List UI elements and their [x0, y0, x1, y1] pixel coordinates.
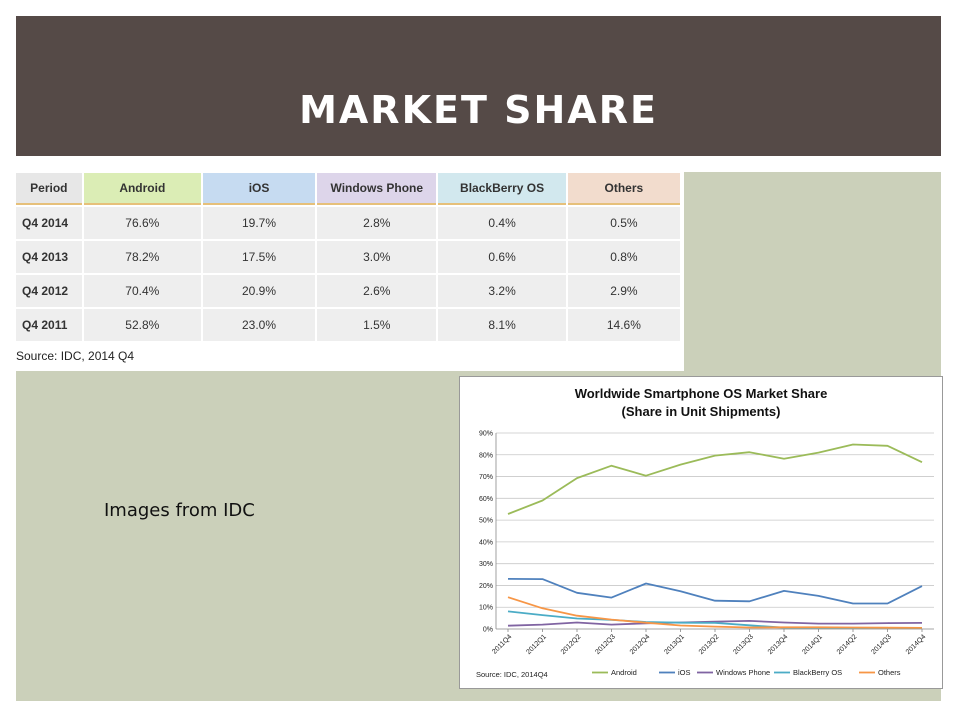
cell-others: 0.5% [567, 207, 680, 239]
header-android: Android [83, 173, 201, 205]
legend-label: Others [878, 668, 901, 677]
cell-blackberry-os: 3.2% [438, 275, 566, 307]
legend-label: Android [611, 668, 637, 677]
y-tick-label: 40% [479, 539, 493, 546]
header-blackberry-os: BlackBerry OS [438, 173, 566, 205]
x-tick-label: 2013Q2 [698, 633, 721, 656]
cell-ios: 20.9% [202, 275, 316, 307]
chart-gridlines [495, 432, 934, 630]
cell-ios: 17.5% [202, 241, 316, 273]
slide-title: MARKET SHARE [299, 88, 658, 132]
y-tick-label: 90% [479, 431, 493, 438]
table-row: Q4 2014 76.6% 19.7% 2.8% 0.4% 0.5% [16, 207, 680, 239]
table-row: Q4 2013 78.2% 17.5% 3.0% 0.6% 0.8% [16, 241, 680, 273]
cell-ios: 23.0% [202, 309, 316, 341]
header-windows-phone: Windows Phone [317, 173, 437, 205]
x-tick-label: 2011Q4 [491, 633, 513, 655]
table-header-row: Period Android iOS Windows Phone BlackBe… [16, 173, 680, 205]
market-share-line-chart: Worldwide Smartphone OS Market Share (Sh… [476, 386, 934, 679]
cell-android: 78.2% [83, 241, 201, 273]
series-line-windows-phone [507, 619, 923, 627]
x-tick-label: 2013Q1 [663, 633, 686, 656]
x-tick-label: 2012Q1 [525, 633, 548, 656]
chart-source: Source: IDC, 2014Q4 [476, 670, 548, 679]
header-ios: iOS [202, 173, 316, 205]
x-tick-label: 2014Q2 [836, 633, 859, 656]
chart-title: Worldwide Smartphone OS Market Share [575, 386, 828, 401]
y-tick-label: 60% [479, 496, 493, 503]
y-tick-label: 30% [479, 561, 493, 568]
table-row: Q4 2012 70.4% 20.9% 2.6% 3.2% 2.9% [16, 275, 680, 307]
cell-blackberry-os: 0.4% [438, 207, 566, 239]
table-row: Q4 2011 52.8% 23.0% 1.5% 8.1% 14.6% [16, 309, 680, 341]
header-period: Period [16, 173, 82, 205]
y-tick-label: 80% [479, 452, 493, 459]
chart-legend: Android iOS Windows Phone BlackBerry OS Othe… [592, 668, 901, 677]
cell-others: 0.8% [567, 241, 680, 273]
header-others: Others [567, 173, 680, 205]
y-tick-label: 20% [479, 583, 493, 590]
y-tick-label: 0% [483, 627, 493, 634]
x-tick-label: 2014Q4 [905, 633, 928, 656]
x-tick-label: 2012Q3 [594, 633, 617, 656]
series-line-ios [507, 578, 923, 605]
cell-period: Q4 2011 [16, 309, 82, 341]
legend-label: BlackBerry OS [793, 668, 842, 677]
cell-period: Q4 2012 [16, 275, 82, 307]
cell-blackberry-os: 0.6% [438, 241, 566, 273]
x-tick-label: 2014Q1 [801, 633, 824, 656]
cell-windows-phone: 1.5% [317, 309, 437, 341]
cell-android: 76.6% [83, 207, 201, 239]
table-source: Source: IDC, 2014 Q4 [16, 349, 135, 363]
cell-windows-phone: 2.8% [317, 207, 437, 239]
images-note: Images from IDC [104, 500, 255, 521]
cell-ios: 19.7% [202, 207, 316, 239]
series-line-android [507, 443, 923, 515]
chart-x-ticks: 2011Q4 2012Q1 2012Q2 2012Q3 2012Q4 2013Q1 2013… [491, 629, 927, 656]
cell-windows-phone: 2.6% [317, 275, 437, 307]
x-tick-label: 2012Q2 [560, 633, 583, 656]
market-share-table-panel: Period Android iOS Windows Phone BlackBe… [16, 172, 684, 371]
x-tick-label: 2013Q4 [767, 633, 790, 656]
cell-android: 70.4% [83, 275, 201, 307]
cell-others: 14.6% [567, 309, 680, 341]
y-tick-label: 10% [479, 605, 493, 612]
series-line-others [507, 596, 923, 629]
y-tick-label: 70% [479, 474, 493, 481]
market-share-table: Period Android iOS Windows Phone BlackBe… [14, 171, 682, 343]
cell-windows-phone: 3.0% [317, 241, 437, 273]
x-tick-label: 2012Q4 [629, 633, 652, 656]
title-bar: MARKET SHARE [16, 16, 941, 156]
legend-label: iOS [678, 668, 691, 677]
cell-others: 2.9% [567, 275, 680, 307]
chart-y-ticks: 0% 10% 20% 30% 40% 50% 60% 70% 80% 90% [479, 431, 493, 634]
cell-android: 52.8% [83, 309, 201, 341]
cell-period: Q4 2014 [16, 207, 82, 239]
chart-subtitle: (Share in Unit Shipments) [622, 404, 781, 419]
legend-label: Windows Phone [716, 668, 770, 677]
cell-period: Q4 2013 [16, 241, 82, 273]
cell-blackberry-os: 8.1% [438, 309, 566, 341]
x-tick-label: 2013Q3 [732, 633, 755, 656]
chart-series [507, 443, 923, 629]
line-chart-panel: Worldwide Smartphone OS Market Share (Sh… [459, 376, 943, 689]
y-tick-label: 50% [479, 518, 493, 525]
x-tick-label: 2014Q3 [870, 633, 893, 656]
